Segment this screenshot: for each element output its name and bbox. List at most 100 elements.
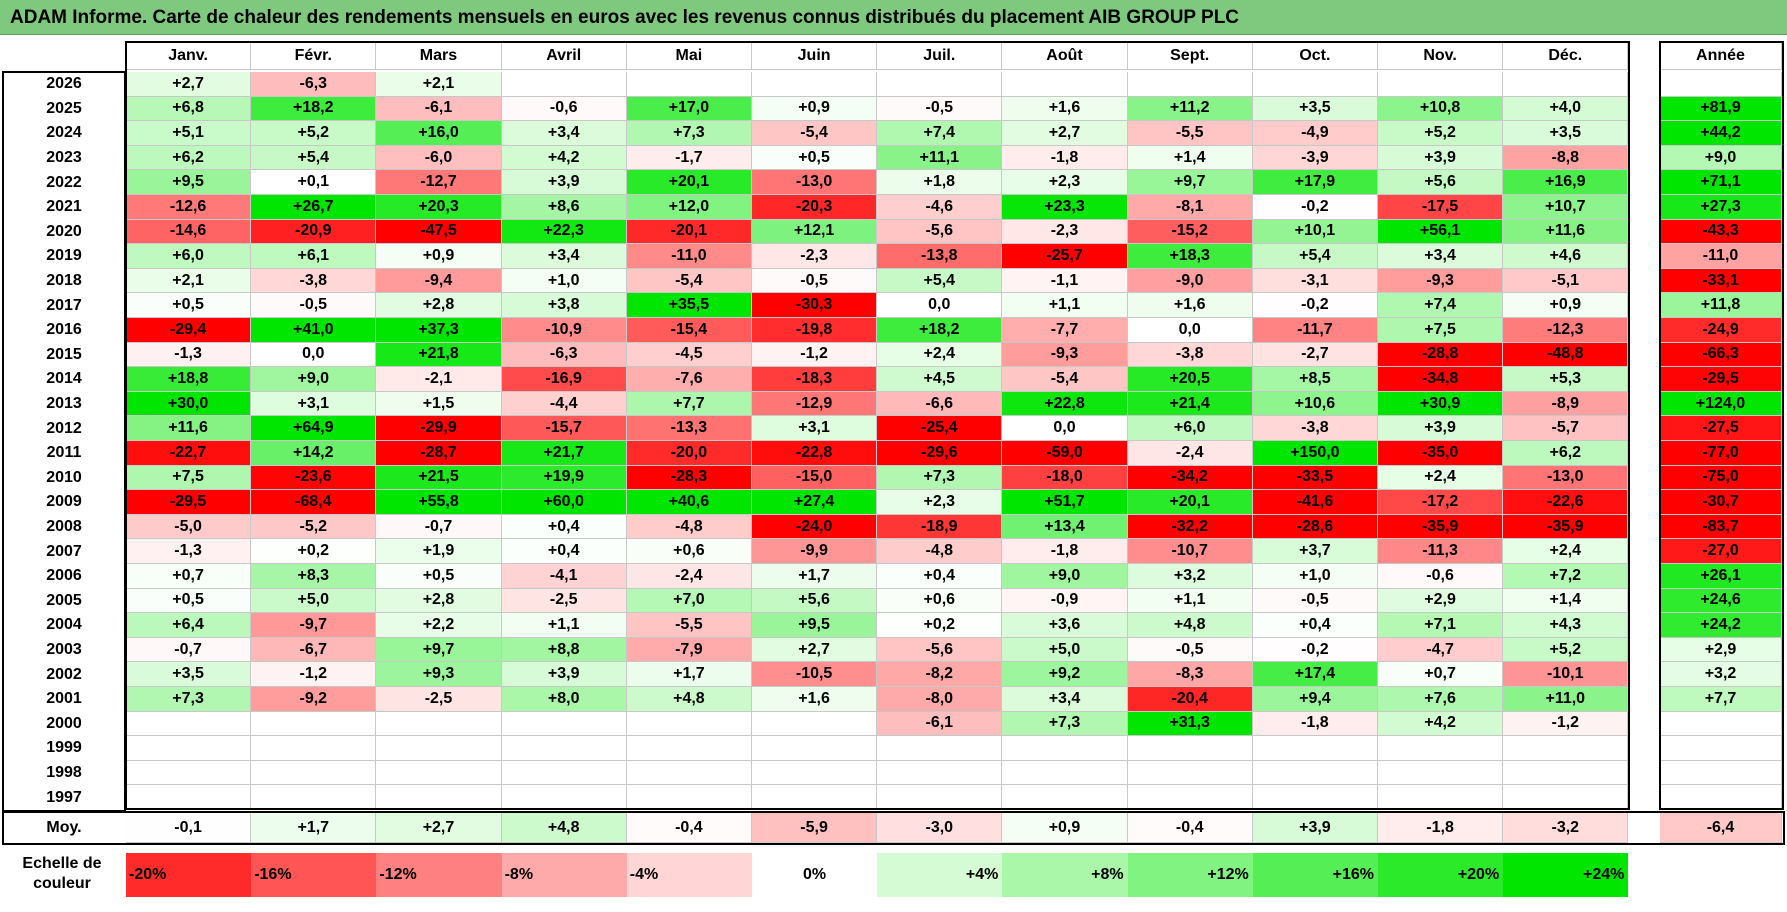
heatmap-cell: +12,0 bbox=[626, 195, 752, 220]
heatmap-cell: -9,0 bbox=[1127, 268, 1253, 294]
heatmap-cell: -30,3 bbox=[752, 293, 878, 318]
heatmap-cell: +21,5 bbox=[376, 465, 502, 491]
heatmap-cell: +5,4 bbox=[877, 268, 1003, 294]
heatmap-cell: -1,8 bbox=[1002, 145, 1128, 171]
average-cell: -0,1 bbox=[126, 813, 252, 843]
heatmap-cell: -15,2 bbox=[1127, 219, 1253, 245]
heatmap-cell: -1,7 bbox=[626, 145, 752, 171]
heatmap-cell: -9,3 bbox=[1378, 268, 1504, 294]
heatmap-cell: -24,0 bbox=[752, 514, 878, 540]
heatmap-cell: -3,8 bbox=[1127, 342, 1253, 368]
heatmap-cell: +10,1 bbox=[1252, 219, 1378, 245]
heatmap-cell: +3,4 bbox=[501, 121, 627, 146]
heatmap-cell: +12,1 bbox=[752, 219, 878, 245]
heatmap-cell: +6,2 bbox=[1503, 441, 1629, 466]
heatmap-cell: -11,7 bbox=[1252, 318, 1378, 343]
heatmap-cell: +1,8 bbox=[877, 170, 1003, 195]
annual-cell bbox=[1660, 785, 1782, 810]
month-header: Sept. bbox=[1127, 42, 1253, 70]
year-label: 2018 bbox=[46, 272, 82, 290]
heatmap-cell: +1,1 bbox=[1002, 293, 1128, 318]
month-header: Mai bbox=[626, 42, 752, 70]
heatmap-cell: +7,6 bbox=[1378, 687, 1504, 712]
heatmap-cell: +2,3 bbox=[1002, 170, 1128, 195]
heatmap-cell: -20,0 bbox=[626, 441, 752, 466]
heatmap-cell: +2,8 bbox=[376, 293, 502, 318]
heatmap-cell: +3,6 bbox=[1002, 613, 1128, 638]
heatmap-cell bbox=[251, 711, 377, 737]
heatmap-cell: -9,4 bbox=[376, 268, 502, 294]
month-header: Nov. bbox=[1378, 42, 1504, 70]
heatmap-cell: +2,2 bbox=[376, 613, 502, 638]
year-label: 2005 bbox=[46, 591, 82, 609]
heatmap-cell: -5,4 bbox=[752, 121, 878, 146]
year-label: 2011 bbox=[46, 444, 82, 462]
heatmap-cell: +1,6 bbox=[1002, 96, 1128, 122]
heatmap-cell: +0,5 bbox=[752, 145, 878, 171]
average-cell: +4,8 bbox=[501, 813, 627, 843]
heatmap-cell: +10,7 bbox=[1503, 195, 1629, 220]
average-annual-cell: -6,4 bbox=[1660, 813, 1782, 843]
scale-swatch: 0% bbox=[752, 853, 878, 897]
heatmap-cell: +23,3 bbox=[1002, 195, 1128, 220]
heatmap-cell: -28,8 bbox=[1378, 342, 1504, 368]
heatmap-cell: -19,8 bbox=[752, 318, 878, 343]
heatmap-cell bbox=[501, 736, 627, 761]
heatmap-cell: -2,1 bbox=[376, 367, 502, 392]
heatmap-cell bbox=[376, 711, 502, 737]
heatmap-cell: +22,8 bbox=[1002, 391, 1128, 417]
scale-swatch: +4% bbox=[877, 853, 1003, 897]
heatmap-cell: -8,2 bbox=[877, 662, 1003, 687]
heatmap-cell bbox=[1252, 760, 1378, 786]
heatmap-cell: -25,7 bbox=[1002, 244, 1128, 269]
heatmap-cell bbox=[752, 785, 878, 810]
annual-cell: +2,9 bbox=[1660, 637, 1782, 663]
heatmap-cell: +30,9 bbox=[1378, 391, 1504, 417]
heatmap-cell: -22,6 bbox=[1503, 490, 1629, 515]
heatmap-cell: +7,4 bbox=[877, 121, 1003, 146]
heatmap-cell: +7,3 bbox=[1002, 711, 1128, 737]
heatmap-cell: +2,9 bbox=[1378, 588, 1504, 614]
heatmap-cell: +3,2 bbox=[1127, 564, 1253, 589]
heatmap-cell: -12,7 bbox=[376, 170, 502, 195]
heatmap-cell: -4,9 bbox=[1252, 121, 1378, 146]
heatmap-cell: -2,5 bbox=[376, 687, 502, 712]
heatmap-cell: +4,8 bbox=[1127, 613, 1253, 638]
heatmap-cell: -18,0 bbox=[1002, 465, 1128, 491]
heatmap-cell: +64,9 bbox=[251, 416, 377, 441]
heatmap-cell: -34,2 bbox=[1127, 465, 1253, 491]
heatmap-cell: +21,7 bbox=[501, 441, 627, 466]
scale-swatch: +20% bbox=[1378, 853, 1504, 897]
heatmap-cell: +11,0 bbox=[1503, 687, 1629, 712]
heatmap-cell: +20,3 bbox=[376, 195, 502, 220]
heatmap-cell bbox=[752, 72, 878, 97]
heatmap-cell bbox=[1503, 72, 1629, 97]
annual-cell: +24,6 bbox=[1660, 588, 1782, 614]
heatmap-cell: -11,0 bbox=[626, 244, 752, 269]
heatmap-cell: -6,1 bbox=[877, 711, 1003, 737]
heatmap-cell: +2,4 bbox=[877, 342, 1003, 368]
heatmap-cell: -1,8 bbox=[1002, 539, 1128, 564]
heatmap-cell: +1,0 bbox=[1252, 564, 1378, 589]
annual-cell: -83,7 bbox=[1660, 514, 1782, 540]
heatmap-cell: +18,2 bbox=[251, 96, 377, 122]
heatmap-cell bbox=[1127, 72, 1253, 97]
heatmap-cell: -0,2 bbox=[1252, 293, 1378, 318]
heatmap-cell bbox=[626, 736, 752, 761]
heatmap-cell: -25,4 bbox=[877, 416, 1003, 441]
heatmap-cell: -23,6 bbox=[251, 465, 377, 491]
heatmap-cell: +5,3 bbox=[1503, 367, 1629, 392]
heatmap-cell: -1,2 bbox=[1503, 711, 1629, 737]
heatmap-cell: 0,0 bbox=[1127, 318, 1253, 343]
heatmap-cell: -29,6 bbox=[877, 441, 1003, 466]
average-cell: +3,9 bbox=[1252, 813, 1378, 843]
heatmap-cell: 0,0 bbox=[251, 342, 377, 368]
year-label: 2025 bbox=[46, 99, 82, 117]
heatmap-cell: +3,5 bbox=[126, 662, 252, 687]
heatmap-cell: -0,5 bbox=[251, 293, 377, 318]
heatmap-cell: -0,5 bbox=[1252, 588, 1378, 614]
heatmap-cell: +1,6 bbox=[1127, 293, 1253, 318]
heatmap-cell: +11,6 bbox=[126, 416, 252, 441]
heatmap-cell: +0,2 bbox=[251, 539, 377, 564]
average-cell: +2,7 bbox=[376, 813, 502, 843]
